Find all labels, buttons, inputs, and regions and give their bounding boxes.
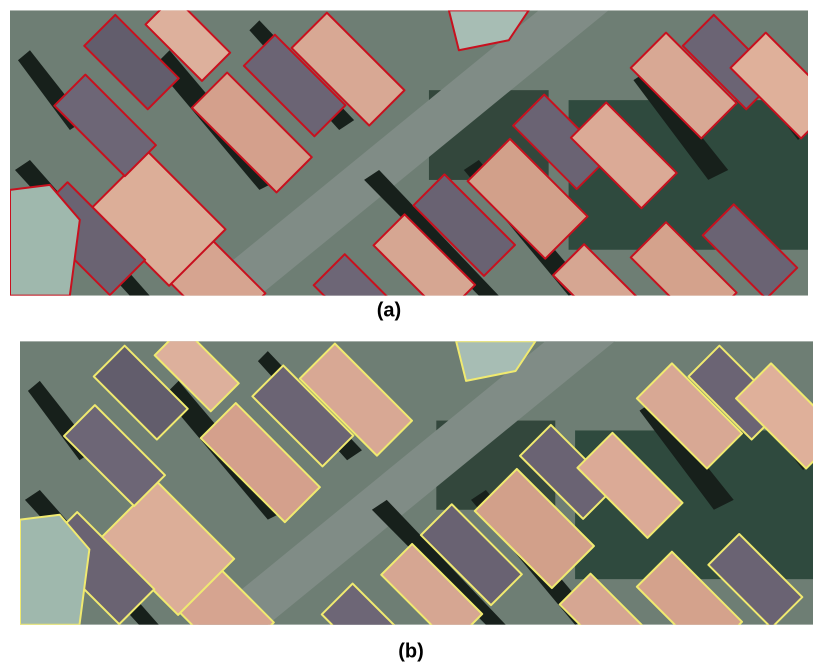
image-b [20, 327, 822, 672]
panel-label: (a) [377, 299, 401, 321]
panel-label: (b) [398, 640, 424, 662]
image-a [10, 0, 822, 349]
figure: (a) (b) [0, 0, 822, 672]
